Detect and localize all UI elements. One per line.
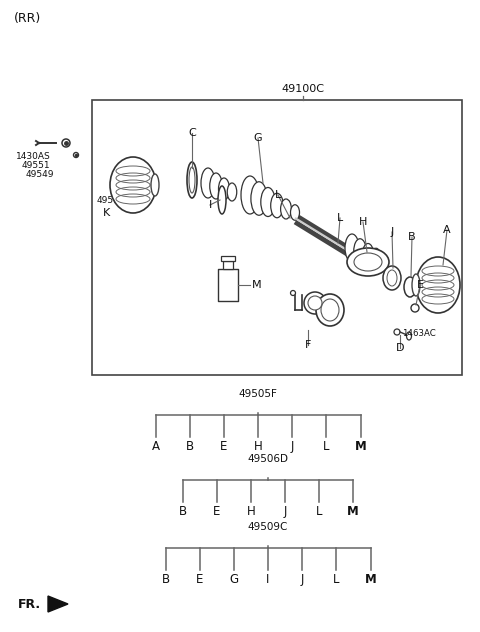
Ellipse shape — [290, 205, 300, 220]
Text: D: D — [396, 343, 404, 353]
Ellipse shape — [210, 173, 222, 199]
Ellipse shape — [394, 329, 400, 335]
Ellipse shape — [316, 294, 344, 326]
Text: H: H — [253, 440, 263, 453]
Bar — [221, 256, 235, 261]
Text: B: B — [408, 232, 416, 242]
Text: 49506D: 49506D — [248, 454, 288, 464]
Ellipse shape — [387, 270, 397, 286]
Text: 1463AC: 1463AC — [402, 329, 436, 337]
Text: A: A — [152, 440, 159, 453]
Text: A: A — [443, 225, 451, 235]
Ellipse shape — [407, 332, 411, 340]
Text: L: L — [316, 505, 322, 518]
Text: (RR): (RR) — [14, 12, 41, 25]
Text: FR.: FR. — [18, 597, 41, 611]
Text: F: F — [305, 340, 311, 350]
Ellipse shape — [227, 183, 237, 201]
Ellipse shape — [371, 248, 381, 265]
Ellipse shape — [290, 291, 296, 296]
Text: C: C — [188, 128, 196, 138]
Ellipse shape — [281, 199, 291, 219]
Text: J: J — [390, 227, 394, 237]
Ellipse shape — [218, 178, 229, 200]
Text: E: E — [220, 440, 228, 453]
Ellipse shape — [308, 296, 322, 310]
Text: B: B — [179, 505, 187, 518]
Text: H: H — [247, 505, 255, 518]
Text: E: E — [196, 573, 204, 586]
Ellipse shape — [189, 167, 195, 193]
Ellipse shape — [362, 243, 373, 265]
Ellipse shape — [218, 186, 226, 214]
Text: M: M — [252, 280, 262, 290]
Text: L: L — [275, 190, 281, 200]
Text: J: J — [283, 505, 287, 518]
Text: 49551: 49551 — [22, 161, 50, 170]
Polygon shape — [48, 596, 68, 612]
Text: L: L — [337, 213, 343, 223]
Ellipse shape — [110, 157, 156, 213]
Text: L: L — [323, 440, 330, 453]
Text: M: M — [365, 573, 376, 586]
Ellipse shape — [404, 277, 416, 297]
Ellipse shape — [416, 257, 460, 313]
Bar — [223, 261, 233, 269]
Text: I: I — [266, 573, 270, 586]
Text: B: B — [186, 440, 194, 453]
Ellipse shape — [411, 304, 419, 312]
Ellipse shape — [347, 248, 389, 276]
Text: L: L — [333, 573, 339, 586]
Text: 49509C: 49509C — [248, 522, 288, 532]
Text: E: E — [213, 505, 221, 518]
Text: M: M — [347, 505, 359, 518]
Text: E: E — [417, 280, 423, 290]
Bar — [218, 269, 238, 301]
Ellipse shape — [354, 253, 382, 271]
Text: 49100C: 49100C — [281, 84, 324, 94]
Ellipse shape — [383, 266, 401, 290]
Text: K: K — [103, 208, 110, 218]
Text: M: M — [355, 440, 366, 453]
Ellipse shape — [251, 182, 267, 216]
Text: J: J — [290, 440, 294, 453]
Ellipse shape — [261, 188, 275, 217]
Ellipse shape — [241, 176, 259, 214]
Bar — [92, 100, 462, 375]
Text: 49505F: 49505F — [239, 389, 277, 399]
Text: 49549: 49549 — [26, 170, 55, 179]
Ellipse shape — [187, 162, 197, 198]
Text: I: I — [208, 200, 212, 210]
Text: B: B — [161, 573, 169, 586]
Text: G: G — [229, 573, 239, 586]
Ellipse shape — [321, 299, 339, 321]
Ellipse shape — [304, 292, 326, 314]
Text: G: G — [254, 133, 262, 143]
Text: J: J — [300, 573, 304, 586]
Ellipse shape — [412, 274, 420, 296]
Ellipse shape — [345, 234, 359, 262]
Text: 49590A: 49590A — [97, 196, 132, 205]
Ellipse shape — [354, 239, 366, 264]
Ellipse shape — [201, 168, 215, 198]
Text: 1430AS: 1430AS — [16, 152, 51, 161]
Text: H: H — [359, 217, 367, 227]
Ellipse shape — [271, 193, 283, 218]
Ellipse shape — [151, 174, 159, 196]
